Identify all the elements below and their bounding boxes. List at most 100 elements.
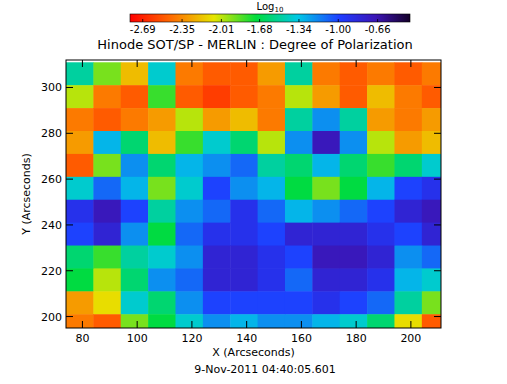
cell <box>121 62 149 85</box>
cell <box>285 177 313 200</box>
cell <box>66 223 94 246</box>
cell <box>312 177 340 200</box>
cell <box>258 62 286 85</box>
cell <box>230 62 258 85</box>
cell <box>230 131 258 154</box>
cell <box>422 154 441 177</box>
cell <box>367 154 395 177</box>
x-tick-label: 160 <box>291 332 312 345</box>
plot-frame <box>66 60 441 328</box>
cell <box>148 268 176 291</box>
cell <box>66 246 94 269</box>
cell <box>203 291 231 314</box>
cell <box>175 85 203 108</box>
colorbar-tick <box>182 19 183 22</box>
colorbar-tick-label: -1.00 <box>325 24 351 35</box>
chart: Log10-2.69-2.35-2.01-1.68-1.34-1.00-0.66… <box>0 0 507 384</box>
cell <box>230 154 258 177</box>
date-annotation: 9-Nov-2011 04:40:05.601 <box>194 363 336 376</box>
cell <box>258 223 286 246</box>
cell <box>422 246 441 269</box>
colorbar-tick <box>221 19 222 22</box>
y-tick-label: 220 <box>41 265 62 278</box>
cell <box>312 154 340 177</box>
y-tick-label: 280 <box>41 127 62 140</box>
cell <box>230 108 258 131</box>
cell <box>93 85 121 108</box>
cell <box>367 223 395 246</box>
cell <box>230 246 258 269</box>
cell <box>285 62 313 85</box>
y-tick <box>66 224 73 225</box>
cell <box>230 291 258 314</box>
cell <box>285 85 313 108</box>
y-tick <box>66 316 73 317</box>
cell <box>258 154 286 177</box>
y-tick-label: 240 <box>41 219 62 232</box>
cell <box>66 268 94 291</box>
cell <box>66 291 94 314</box>
cell <box>422 85 441 108</box>
cell <box>285 291 313 314</box>
colorbar-label-sub: 10 <box>274 6 283 14</box>
cell <box>93 268 121 291</box>
cell <box>285 314 313 328</box>
cell <box>203 131 231 154</box>
colorbar-tick <box>377 19 378 22</box>
cell <box>422 177 441 200</box>
cell <box>203 85 231 108</box>
cell <box>93 223 121 246</box>
cell <box>93 200 121 223</box>
x-tick <box>82 321 83 328</box>
heatmap-cells <box>66 62 441 328</box>
cell <box>422 223 441 246</box>
cell <box>340 246 368 269</box>
cell <box>312 268 340 291</box>
cell <box>340 108 368 131</box>
cell <box>175 108 203 131</box>
cell <box>285 108 313 131</box>
cell <box>340 85 368 108</box>
cell <box>175 177 203 200</box>
cell <box>148 200 176 223</box>
cell <box>394 62 422 85</box>
y-axis-label: Y (Arcseconds) <box>20 153 33 236</box>
x-tick-top <box>301 60 302 67</box>
cell <box>312 108 340 131</box>
cell <box>285 154 313 177</box>
cell <box>121 314 149 328</box>
cell <box>394 200 422 223</box>
y-tick-right <box>434 270 441 271</box>
cell <box>66 177 94 200</box>
cell <box>175 200 203 223</box>
cell <box>367 177 395 200</box>
cell <box>312 131 340 154</box>
cell <box>394 246 422 269</box>
colorbar-tick-label: -1.68 <box>247 24 273 35</box>
cell <box>367 108 395 131</box>
y-tick <box>66 133 73 134</box>
cell <box>203 223 231 246</box>
cell <box>340 62 368 85</box>
cell <box>312 246 340 269</box>
cell <box>121 131 149 154</box>
colorbar-tick <box>142 19 143 22</box>
cell <box>148 177 176 200</box>
cell <box>66 154 94 177</box>
cell <box>285 223 313 246</box>
cell <box>422 314 441 328</box>
cell <box>394 314 422 328</box>
cell <box>93 108 121 131</box>
cell <box>175 154 203 177</box>
colorbar-tick <box>259 19 260 22</box>
cell <box>203 154 231 177</box>
cell <box>93 154 121 177</box>
cell <box>258 200 286 223</box>
cell <box>312 62 340 85</box>
y-tick-right <box>434 133 441 134</box>
cell <box>367 85 395 108</box>
cell <box>422 200 441 223</box>
cell <box>93 246 121 269</box>
cell <box>121 85 149 108</box>
cell <box>367 268 395 291</box>
